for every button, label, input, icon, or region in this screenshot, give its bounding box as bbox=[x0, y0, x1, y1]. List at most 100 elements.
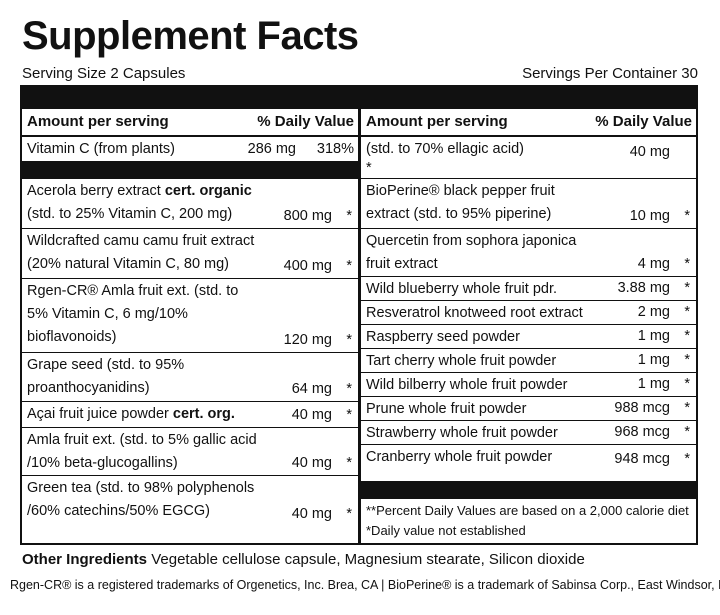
table-row: Amla fruit ext. (std. to 5% gallic acid … bbox=[22, 428, 358, 476]
table-row: Vitamin C (from plants) 286 mg 318% bbox=[22, 137, 358, 161]
ingredient-name: Acerola berry extract cert. organic (std… bbox=[27, 183, 252, 222]
ingredient-dv: * bbox=[684, 208, 690, 224]
ingredient-dv: 318% bbox=[316, 141, 354, 157]
facts-panel: Amount per serving % Daily Value Vitamin… bbox=[20, 85, 698, 545]
ingredient-name: Quercetin from sophora japonica fruit ex… bbox=[366, 233, 577, 272]
ingredient-name: Rgen-CR® Amla fruit ext. (std. to 5% Vit… bbox=[27, 283, 239, 345]
header-bar bbox=[361, 87, 696, 109]
label-title: Supplement Facts bbox=[22, 14, 359, 58]
left-column: Amount per serving % Daily Value Vitamin… bbox=[22, 87, 358, 543]
table-row: Rgen-CR® Amla fruit ext. (std. to 5% Vit… bbox=[22, 279, 358, 353]
footnote-not-established: *Daily value not established bbox=[366, 523, 526, 538]
ingredient-amount: 120 mg bbox=[283, 332, 332, 348]
ingredient-dv: * bbox=[346, 258, 352, 274]
ingredient-name: Tart cherry whole fruit powder bbox=[366, 353, 557, 369]
amount-header: Amount per serving bbox=[366, 113, 508, 130]
ingredient-dv: * bbox=[346, 208, 352, 224]
table-row: Acerola berry extract cert. organic (std… bbox=[22, 179, 358, 229]
ingredient-name: Wildcrafted camu camu fruit extract (20%… bbox=[27, 233, 255, 272]
ingredient-dv: * bbox=[684, 451, 690, 467]
ingredient-amount: 286 mg bbox=[247, 141, 296, 157]
ingredient-dv: * bbox=[684, 256, 690, 272]
ingredient-amount: 948 mcg bbox=[614, 451, 670, 467]
dv-header: % Daily Value bbox=[257, 113, 354, 130]
ingredient-amount: 1 mg bbox=[637, 328, 670, 344]
right-rows: (std. to 70% ellagic acid) 40 mg * BioPe… bbox=[361, 137, 696, 471]
ingredient-dv: * bbox=[684, 280, 690, 296]
ingredient-name: Green tea (std. to 98% polyphenols /60% … bbox=[27, 480, 255, 519]
left-rows: Vitamin C (from plants) 286 mg 318% Acer… bbox=[22, 137, 358, 526]
ingredient-dv: * bbox=[346, 407, 352, 423]
ingredient-dv: * bbox=[684, 424, 690, 440]
ingredient-amount: 968 mcg bbox=[614, 424, 670, 440]
ingredient-amount: 1 mg bbox=[637, 376, 670, 392]
ingredient-name: Wild blueberry whole fruit pdr. bbox=[366, 281, 557, 297]
ingredient-name: Cranberry whole fruit powder bbox=[366, 449, 553, 465]
trademark-notice: Rgen-CR® is a registered trademarks of O… bbox=[10, 578, 720, 592]
table-row: Resveratrol knotweed root extract 2 mg * bbox=[361, 301, 696, 325]
ingredient-name: Raspberry seed powder bbox=[366, 329, 520, 345]
right-column: Amount per serving % Daily Value (std. t… bbox=[361, 87, 696, 543]
ingredient-amount: 400 mg bbox=[283, 258, 332, 274]
table-row: Cranberry whole fruit powder 948 mcg * bbox=[361, 445, 696, 471]
table-row: Wild blueberry whole fruit pdr. 3.88 mg … bbox=[361, 277, 696, 301]
ingredient-name: BioPerine® black pepper fruit extract (s… bbox=[366, 183, 555, 222]
ingredient-amount: 10 mg bbox=[629, 208, 670, 224]
table-row: Wildcrafted camu camu fruit extract (20%… bbox=[22, 229, 358, 279]
footnote-daily-values: **Percent Daily Values are based on a 2,… bbox=[366, 503, 689, 518]
table-row: Strawberry whole fruit powder 968 mcg * bbox=[361, 421, 696, 445]
ingredient-name: Açai fruit juice powder cert. org. bbox=[27, 406, 235, 422]
column-header: Amount per serving % Daily Value bbox=[22, 109, 358, 137]
footer-bar bbox=[361, 481, 696, 499]
header-bar bbox=[22, 87, 358, 109]
table-row: (std. to 70% ellagic acid) 40 mg * bbox=[361, 137, 696, 179]
column-divider bbox=[358, 87, 361, 543]
dv-header: % Daily Value bbox=[595, 113, 692, 130]
ingredient-amount: 40 mg bbox=[291, 407, 332, 423]
ingredient-name: Vitamin C (from plants) bbox=[27, 141, 175, 157]
ingredient-amount: 988 mcg bbox=[614, 400, 670, 416]
table-row: Wild bilberry whole fruit powder 1 mg * bbox=[361, 373, 696, 397]
ingredient-dv: * bbox=[684, 400, 690, 416]
ingredient-dv: * bbox=[684, 376, 690, 392]
other-ingredients-label: Other Ingredients bbox=[22, 551, 148, 568]
table-row: Green tea (std. to 98% polyphenols /60% … bbox=[22, 476, 358, 526]
ingredient-dv: * bbox=[346, 506, 352, 522]
servings-per-container: Servings Per Container 30 bbox=[522, 65, 698, 82]
table-row: Raspberry seed powder 1 mg * bbox=[361, 325, 696, 349]
table-row: Tart cherry whole fruit powder 1 mg * bbox=[361, 349, 696, 373]
section-bar bbox=[22, 161, 358, 179]
ingredient-name: Resveratrol knotweed root extract bbox=[366, 305, 583, 321]
ingredient-amount: 64 mg bbox=[291, 381, 332, 397]
table-row: Grape seed (std. to 95% proanthocyanidin… bbox=[22, 353, 358, 402]
ingredient-name: (std. to 70% ellagic acid) bbox=[366, 141, 524, 157]
table-row: Açai fruit juice powder cert. org. 40 mg… bbox=[22, 402, 358, 428]
ingredient-amount: 800 mg bbox=[283, 208, 332, 224]
column-header: Amount per serving % Daily Value bbox=[361, 109, 696, 137]
other-ingredients: Other Ingredients Vegetable cellulose ca… bbox=[22, 549, 585, 571]
ingredient-dv: * bbox=[684, 352, 690, 368]
ingredient-amount: 1 mg bbox=[637, 352, 670, 368]
other-ingredients-text: Vegetable cellulose capsule, Magnesium s… bbox=[151, 551, 585, 568]
ingredient-amount: 2 mg bbox=[637, 304, 670, 320]
ingredient-dv: * bbox=[684, 328, 690, 344]
ingredient-amount: 40 mg bbox=[629, 144, 670, 160]
ingredient-amount: 40 mg bbox=[291, 455, 332, 471]
ingredient-name: Grape seed (std. to 95% proanthocyanidin… bbox=[27, 357, 185, 396]
ingredient-amount: 40 mg bbox=[291, 506, 332, 522]
serving-size: Serving Size 2 Capsules bbox=[22, 65, 186, 82]
table-row: Quercetin from sophora japonica fruit ex… bbox=[361, 229, 696, 277]
ingredient-dv: * bbox=[366, 160, 372, 176]
ingredient-dv: * bbox=[684, 304, 690, 320]
ingredient-name: Wild bilberry whole fruit powder bbox=[366, 377, 568, 393]
ingredient-dv: * bbox=[346, 332, 352, 348]
ingredient-dv: * bbox=[346, 455, 352, 471]
ingredient-amount: 3.88 mg bbox=[617, 280, 670, 296]
table-row: BioPerine® black pepper fruit extract (s… bbox=[361, 179, 696, 229]
ingredient-amount: 4 mg bbox=[637, 256, 670, 272]
table-row: Prune whole fruit powder 988 mcg * bbox=[361, 397, 696, 421]
ingredient-dv: * bbox=[346, 381, 352, 397]
ingredient-name: Amla fruit ext. (std. to 5% gallic acid … bbox=[27, 432, 257, 471]
ingredient-name: Strawberry whole fruit powder bbox=[366, 425, 558, 441]
amount-header: Amount per serving bbox=[27, 113, 169, 130]
